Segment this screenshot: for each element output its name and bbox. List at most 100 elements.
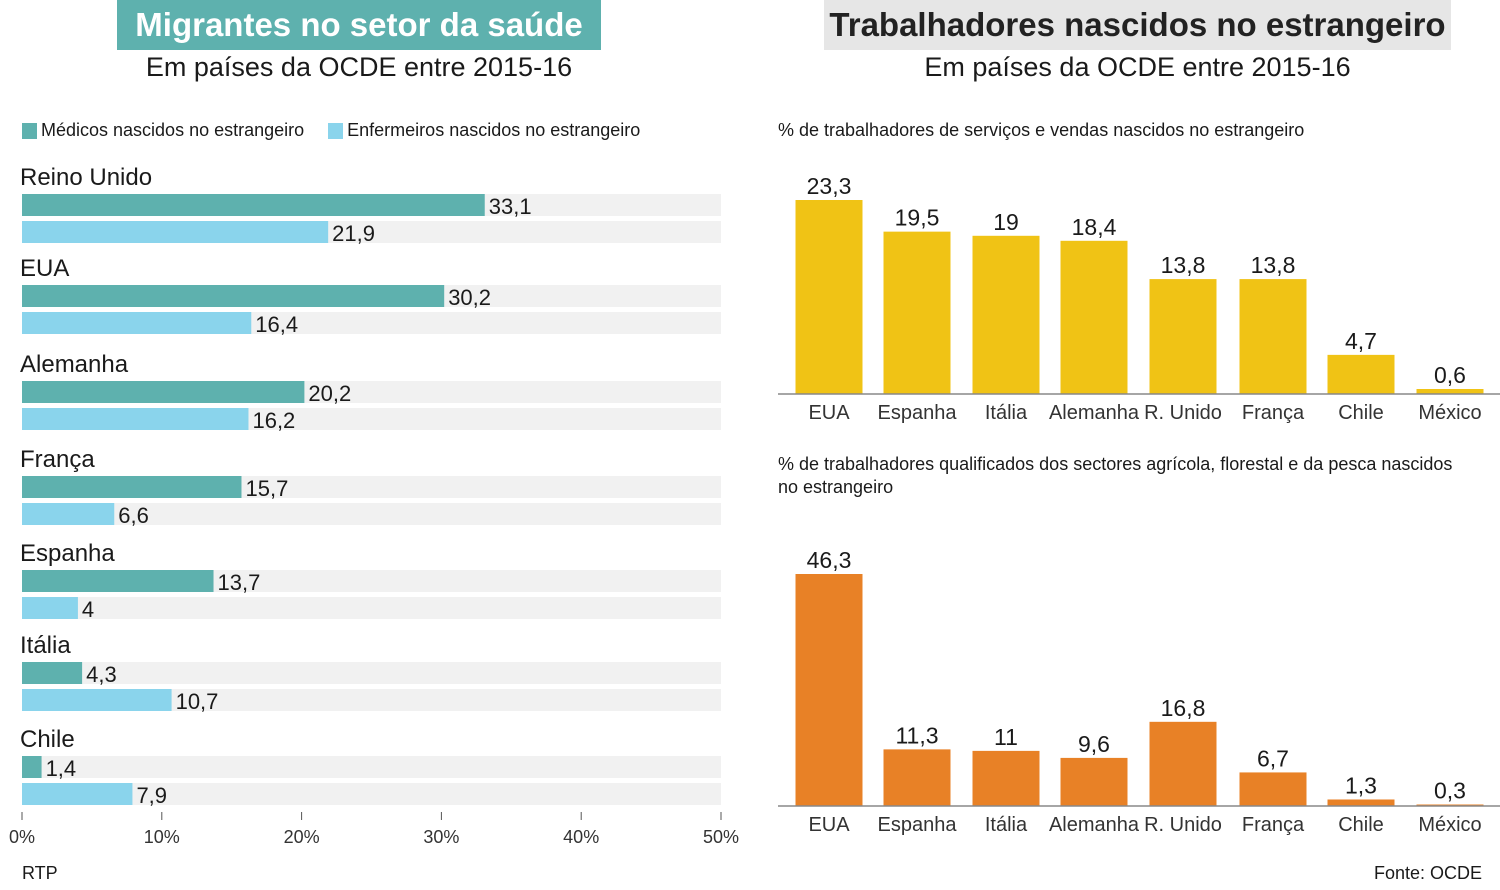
x-tick-label: 20%: [284, 827, 320, 847]
bar-enfermeiros: [22, 312, 252, 334]
bar-track: [22, 783, 721, 805]
data-label: 9,6: [1078, 731, 1110, 757]
x-tick-label: 50%: [703, 827, 739, 847]
legend-label-enfermeiros: Enfermeiros nascidos no estrangeiro: [347, 120, 641, 140]
data-label: 1,3: [1345, 772, 1377, 798]
category-label: França: [20, 446, 95, 473]
agriculture-chart: 46,3 EUA 11,3 Espanha 11 Itália 9,6 Alemanha 16,…: [778, 547, 1500, 836]
data-label: 20,2: [308, 381, 351, 406]
category-label: Reino Unido: [20, 164, 152, 191]
data-label: 15,7: [245, 476, 288, 501]
data-label: 1,4: [46, 756, 77, 781]
services-chart-title: % de trabalhadores de serviços e vendas …: [778, 120, 1305, 140]
x-tick-label: 40%: [563, 827, 599, 847]
data-label: 33,1: [489, 194, 532, 219]
data-label: 0,3: [1434, 777, 1466, 803]
bar-enfermeiros: [22, 408, 249, 430]
legend: Médicos nascidos no estrangeiro Enfermei…: [22, 120, 640, 141]
category-label: México: [1418, 402, 1481, 424]
bar-medicos: [22, 662, 83, 684]
bar-medicos: [22, 194, 485, 216]
services-chart: 23,3 EUA 19,5 Espanha 19 Itália 18,4 Alemanha 13…: [778, 173, 1500, 424]
data-label: 13,8: [1251, 252, 1296, 278]
bar-medicos: [22, 476, 242, 498]
data-label: 10,7: [176, 689, 219, 714]
x-tick-label: 0%: [9, 827, 35, 847]
data-label: 7,9: [136, 783, 167, 808]
bar-medicos: [22, 381, 305, 403]
bar-track: [22, 662, 721, 684]
bar: [1327, 799, 1395, 806]
data-label: 4,7: [1345, 328, 1377, 354]
health-migrants-chart: Reino Unido 33,1 21,9 EUA 30,2 16,4 Alemanha 20…: [9, 164, 739, 847]
data-label: 6,6: [118, 503, 149, 528]
data-label: 13,8: [1161, 252, 1206, 278]
data-label: 11: [994, 724, 1018, 750]
right-chart-title: Trabalhadores nascidos no estrangeiro: [824, 0, 1451, 50]
legend-item-enfermeiros: Enfermeiros nascidos no estrangeiro: [328, 120, 640, 141]
bar: [883, 749, 951, 806]
data-label: 11,3: [895, 722, 938, 748]
data-label: 46,3: [807, 547, 852, 573]
bar-enfermeiros: [22, 783, 133, 805]
category-label: Alemanha: [1049, 814, 1140, 836]
data-label: 21,9: [332, 221, 375, 246]
bar-enfermeiros: [22, 597, 78, 619]
category-label: Chile: [20, 726, 75, 753]
category-label: Alemanha: [1049, 402, 1140, 424]
x-tick-label: 10%: [144, 827, 180, 847]
category-label: Itália: [985, 402, 1028, 424]
category-label: México: [1418, 814, 1481, 836]
left-chart-subtitle: Em países da OCDE entre 2015-16: [145, 52, 573, 82]
data-label: 19: [993, 209, 1019, 235]
bar-medicos: [22, 285, 445, 307]
data-label: 0,6: [1434, 362, 1466, 388]
bar: [1416, 389, 1484, 394]
data-label: 16,8: [1161, 695, 1206, 721]
bar: [1149, 721, 1217, 806]
bar: [795, 200, 863, 394]
bar: [1416, 804, 1484, 806]
data-label: 30,2: [448, 285, 491, 310]
legend-label-medicos: Médicos nascidos no estrangeiro: [41, 120, 305, 140]
bar: [972, 750, 1040, 806]
data-label: 18,4: [1072, 214, 1117, 240]
bar-enfermeiros: [22, 221, 329, 243]
category-label: EUA: [808, 402, 850, 424]
x-tick-label: 30%: [423, 827, 459, 847]
data-label: 16,2: [252, 408, 295, 433]
bar-enfermeiros: [22, 689, 172, 711]
bar-enfermeiros: [22, 503, 115, 525]
bar: [1149, 279, 1217, 394]
data-label: 13,7: [218, 570, 261, 595]
bar-track: [22, 503, 721, 525]
data-label: 4: [82, 597, 94, 622]
bar-medicos: [22, 756, 42, 778]
data-label: 6,7: [1257, 745, 1289, 771]
category-label: Espanha: [878, 814, 958, 836]
category-label: Alemanha: [20, 351, 129, 378]
right-chart-subtitle: Em países da OCDE entre 2015-16: [924, 52, 1351, 82]
category-label: EUA: [808, 814, 850, 836]
category-label: Espanha: [878, 402, 958, 424]
agriculture-chart-title: % de trabalhadores qualificados dos sect…: [778, 454, 1453, 498]
legend-item-medicos: Médicos nascidos no estrangeiro: [22, 120, 304, 141]
bar: [972, 235, 1040, 394]
bar: [1060, 757, 1128, 806]
bar: [1060, 240, 1128, 394]
category-label: R. Unido: [1144, 402, 1222, 424]
bar: [1327, 354, 1395, 394]
category-label: Itália: [20, 632, 71, 659]
category-label: Itália: [985, 814, 1028, 836]
bar: [1239, 772, 1307, 806]
category-label: França: [1242, 402, 1305, 424]
category-label: EUA: [20, 255, 69, 282]
data-label: 16,4: [255, 312, 298, 337]
data-label: 19,5: [895, 205, 940, 231]
category-label: R. Unido: [1144, 814, 1222, 836]
category-label: Chile: [1338, 402, 1384, 424]
bar-track: [22, 597, 721, 619]
bar-track: [22, 689, 721, 711]
bar-medicos: [22, 570, 214, 592]
data-label: 4,3: [86, 662, 117, 687]
